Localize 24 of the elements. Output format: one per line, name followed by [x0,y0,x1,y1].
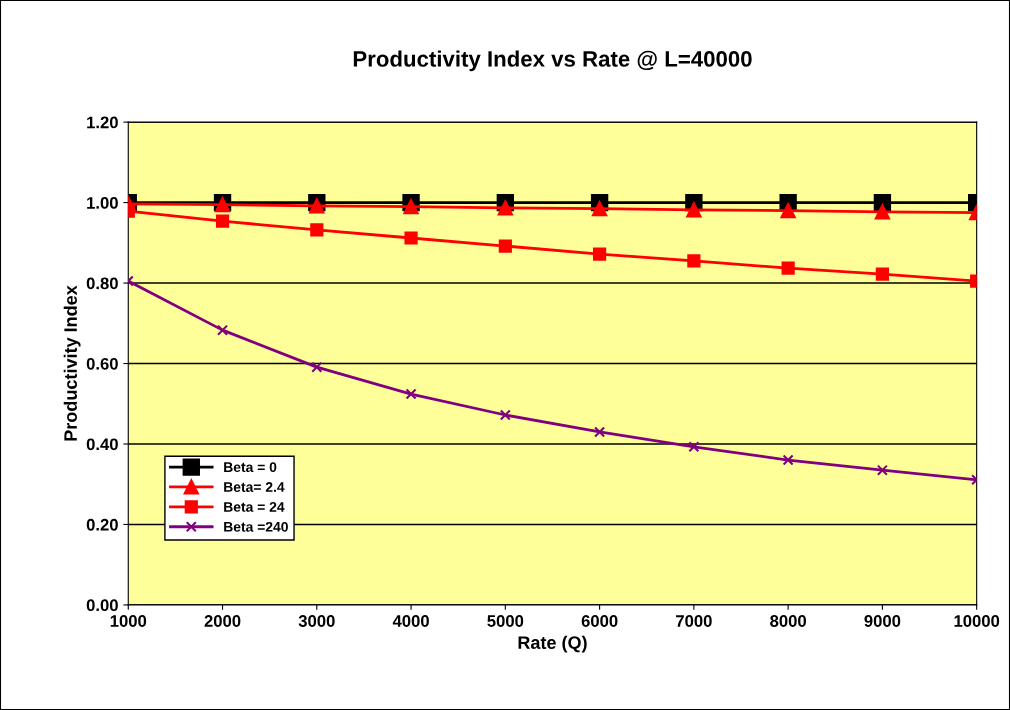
y-tick-label: 0.20 [86,518,118,531]
x-tick-label: 3000 [298,615,335,627]
y-tick-label: 1.00 [87,196,118,209]
x-tick-label: 4000 [392,615,429,627]
x-tick-label: 9000 [864,615,901,627]
x-tick-label: 1000 [110,615,147,627]
y-tick-label: 1.20 [87,116,118,129]
legend-label: Beta =240 [224,521,288,532]
x-tick-label: 5000 [487,615,524,627]
x-tick-label: 6000 [581,615,618,627]
y-axis-title: Productivity Index [63,285,81,441]
y-tick-label: 0.40 [86,438,118,451]
y-tick-label: 0.60 [86,357,118,370]
x-tick-label: 2000 [204,615,241,627]
legend-label: Beta = 24 [224,502,285,512]
x-axis-title: Rate (Q) [518,635,587,653]
y-tick-label: 0.80 [86,277,118,290]
legend-label: Beta= 2.4 [224,482,285,492]
y-tick-label: 0.00 [86,599,118,612]
x-tick-label: 8000 [770,615,806,627]
legend-label: Beta = 0 [224,462,277,473]
x-tick-label: 10000 [954,615,1000,627]
chart-title: Productivity Index vs Rate @ L=40000 [353,50,752,72]
x-tick-label: 7000 [676,615,712,627]
